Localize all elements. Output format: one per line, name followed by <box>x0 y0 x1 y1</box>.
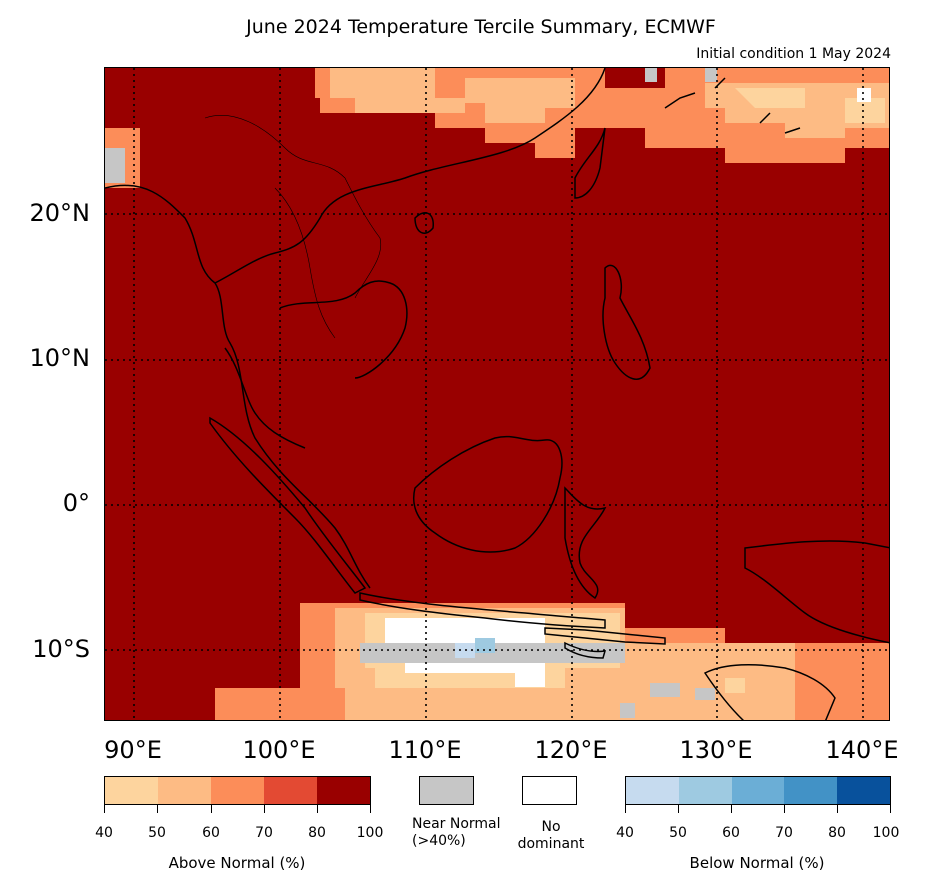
below-normal-colorbar <box>625 776 891 805</box>
near-normal-swatch <box>420 777 473 804</box>
above-normal-label: Above Normal (%) <box>168 854 306 872</box>
above-swatch-5 <box>317 777 370 804</box>
lon-label-120e: 120°E <box>534 736 608 764</box>
no-dominant-label: No dominant <box>516 819 586 853</box>
below-tick-label: 60 <box>722 825 740 841</box>
near-normal-label-line2: (>40%) <box>412 833 466 849</box>
above-tick-label: 50 <box>148 825 166 841</box>
below-tick-label: 100 <box>872 825 900 841</box>
lat-label-10n: 10°N <box>29 344 91 372</box>
below-tick-label: 40 <box>616 825 634 841</box>
below-tickmark <box>678 805 679 813</box>
below-swatch-3 <box>731 777 785 804</box>
above-tickmark <box>264 805 265 813</box>
lon-label-130e: 130°E <box>679 736 753 764</box>
above-swatch-1 <box>105 777 158 804</box>
gridlines <box>105 68 889 720</box>
above-swatch-2 <box>158 777 211 804</box>
no-dominant-label-line1: No <box>541 819 561 835</box>
no-dominant-label-line2: dominant <box>517 836 585 852</box>
below-swatch-4 <box>784 777 838 804</box>
above-tickmark <box>157 805 158 813</box>
below-tickmark <box>837 805 838 813</box>
above-normal-colorbar <box>104 776 371 805</box>
lat-label-20n: 20°N <box>29 199 91 227</box>
below-tickmark <box>731 805 732 813</box>
below-swatch-2 <box>678 777 732 804</box>
below-swatch-5 <box>837 777 890 804</box>
near-normal-label-line1: Near Normal <box>412 816 501 832</box>
above-tick-label: 80 <box>308 825 326 841</box>
no-dominant-box <box>522 776 577 805</box>
north-pacific-band <box>105 68 889 188</box>
above-swatch-4 <box>264 777 317 804</box>
below-tickmark <box>625 805 626 813</box>
above-tick-label: 70 <box>255 825 273 841</box>
map-canvas <box>105 68 889 720</box>
near-normal-box <box>419 776 474 805</box>
map-title: June 2024 Temperature Tercile Summary, E… <box>246 16 716 38</box>
below-tick-label: 70 <box>775 825 793 841</box>
near-normal-label: Near Normal (>40%) <box>412 816 501 850</box>
lat-label-10s: 10°S <box>32 635 90 663</box>
below-tickmark <box>784 805 785 813</box>
coastlines <box>105 68 889 720</box>
lon-label-100e: 100°E <box>242 736 316 764</box>
lon-label-110e: 110°E <box>388 736 462 764</box>
borders <box>204 115 382 339</box>
above-swatch-3 <box>211 777 264 804</box>
above-tick-label: 40 <box>95 825 113 841</box>
above-tickmark <box>211 805 212 813</box>
above-tickmark <box>317 805 318 813</box>
below-swatch-1 <box>626 777 679 804</box>
below-tickmark <box>890 805 891 813</box>
above-tickmark <box>370 805 371 813</box>
no-dominant-swatch <box>523 777 576 804</box>
above-tick-label: 60 <box>202 825 220 841</box>
initial-condition-label: Initial condition 1 May 2024 <box>696 46 891 62</box>
below-normal-label: Below Normal (%) <box>689 854 825 872</box>
indian-ocean-band <box>215 603 889 720</box>
lat-label-equator: 0° <box>62 489 90 517</box>
below-tick-label: 50 <box>669 825 687 841</box>
forecast-map <box>104 67 890 721</box>
above-tick-label: 100 <box>356 825 384 841</box>
lon-label-140e: 140°E <box>825 736 899 764</box>
below-tick-label: 80 <box>828 825 846 841</box>
lon-label-90e: 90°E <box>104 736 162 764</box>
above-tickmark <box>104 805 105 813</box>
